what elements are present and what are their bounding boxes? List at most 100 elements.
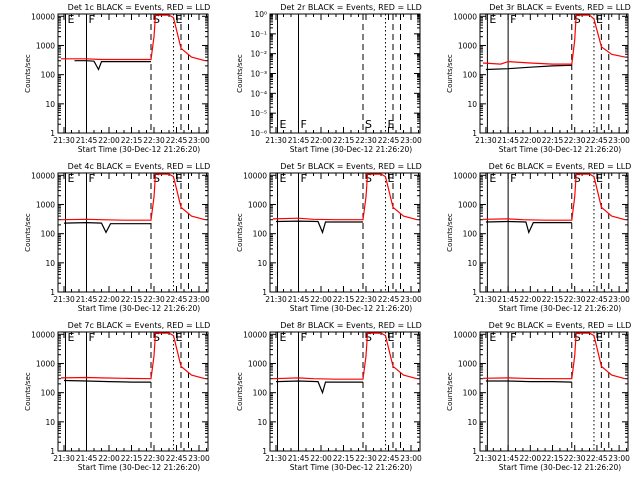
x-tick-label: 22:15 [542,295,564,304]
x-tick-label: 21:30 [475,454,497,463]
series-line-events [275,380,363,395]
x-tick-label: 22:15 [542,136,564,145]
x-tick-label: 21:30 [475,295,497,304]
x-axis-label: Start Time (30-Dec-12 21:26:20) [499,463,621,472]
y-axis-label: Counts/sec [446,213,454,252]
x-tick-label: 22:30 [355,454,377,463]
x-tick-label: 22:15 [333,136,355,145]
y-tick-label: 10000 [453,171,477,180]
marker-label: S [365,118,372,131]
marker-label: F [510,13,516,26]
marker-label: E [388,172,395,185]
y-tick-label: 10 [45,100,55,109]
y-tick-label: 100 [41,389,56,398]
y-tick-label: 1000 [458,41,477,50]
x-tick-label: 22:45 [166,295,188,304]
y-axis-label: Counts/sec [446,54,454,93]
panel-5: Det 5r BLACK = Events, RED = LLD 1 10 100 10… [236,162,422,313]
x-tick-label: 21:45 [76,454,98,463]
x-tick-label: 22:45 [378,295,400,304]
marker-label: E [68,331,75,344]
x-tick-label: 22:15 [121,295,143,304]
x-axis-label: Start Time (30-Dec-12 21:26:20) [78,145,200,154]
marker-label: E [388,118,395,131]
y-tick-label: 10000 [31,330,55,339]
y-tick-label: 10000 [31,171,55,180]
series-line-lld [61,14,206,62]
y-tick-label: 1 [472,288,477,297]
x-tick-label: 21:30 [265,295,287,304]
y-tick-label: 10⁻³ [250,70,267,79]
y-tick-label: 1 [472,447,477,456]
series-line-events [74,60,151,71]
marker-label: E [280,118,287,131]
x-tick-label: 23:00 [608,295,630,304]
y-tick-label: 10⁰ [254,10,267,19]
series-line-events [485,64,572,71]
x-tick-label: 23:00 [608,136,630,145]
series-line-events [485,380,572,383]
x-tick-label: 21:30 [265,454,287,463]
y-tick-label: 100 [463,389,478,398]
x-tick-label: 22:00 [520,295,542,304]
panel-4: Det 4c BLACK = Events, RED = LLD 1 10 100 10… [24,162,210,313]
x-tick-label: 22:30 [355,295,377,304]
plot-frame [269,13,421,134]
panel-title: Det 3r BLACK = Events, RED = LLD [489,3,631,12]
panel-2: Det 2r BLACK = Events, RED = LLD 10⁻⁶ 10⁻⁵… [236,3,422,154]
marker-label: S [153,172,160,185]
marker-label: S [365,172,372,185]
series-line-events [275,220,363,235]
x-tick-label: 22:15 [121,136,143,145]
series-line-lld [272,332,418,380]
marker-label: E [68,172,75,185]
y-tick-label: 10 [45,259,55,268]
marker-label: E [489,13,496,26]
x-tick-label: 22:15 [333,454,355,463]
series-line-events [63,221,151,234]
marker-label: F [301,331,307,344]
marker-label: E [176,13,183,26]
x-tick-label: 21:45 [288,295,310,304]
x-tick-label: 22:30 [355,136,377,145]
y-tick-label: 10⁻⁵ [250,109,267,118]
x-tick-label: 22:30 [143,454,165,463]
panel-1: Det 1c BLACK = Events, RED = LLD 1 10 100 10… [24,3,210,154]
plot-frame [57,172,209,293]
x-tick-label: 22:15 [121,454,143,463]
x-tick-label: 23:00 [188,295,210,304]
x-tick-label: 22:00 [520,454,542,463]
marker-label: F [89,13,95,26]
y-tick-label: 10 [45,418,55,427]
y-axis-label: Counts/sec [236,213,244,252]
series-line-lld [60,173,206,221]
x-tick-label: 22:45 [378,136,400,145]
marker-label: S [153,331,160,344]
x-tick-label: 21:45 [76,295,98,304]
panel-title: Det 7c BLACK = Events, RED = LLD [68,321,211,330]
x-tick-label: 22:00 [98,454,120,463]
y-tick-label: 10⁻⁶ [250,129,267,138]
y-tick-label: 1000 [248,200,267,209]
y-tick-label: 100 [253,230,268,239]
x-tick-label: 22:00 [98,295,120,304]
y-tick-label: 10000 [453,330,477,339]
x-tick-label: 23:00 [400,454,422,463]
y-tick-label: 1 [262,288,267,297]
y-axis-label: Counts/sec [236,372,244,411]
x-axis-label: Start Time (30-Dec-12 21:26:20) [499,145,621,154]
x-tick-label: 22:30 [143,136,165,145]
marker-label: E [280,172,287,185]
y-tick-label: 100 [463,230,478,239]
x-tick-label: 23:00 [608,454,630,463]
panel-title: Det 2r BLACK = Events, RED = LLD [280,3,422,12]
y-tick-label: 1 [50,288,55,297]
marker-label: E [596,172,603,185]
marker-label: S [574,331,581,344]
y-tick-label: 10 [257,418,267,427]
marker-label: F [89,172,95,185]
panel-title: Det 4c BLACK = Events, RED = LLD [68,162,211,171]
y-tick-label: 1 [50,447,55,456]
y-tick-label: 1000 [36,359,55,368]
marker-label: F [301,172,307,185]
